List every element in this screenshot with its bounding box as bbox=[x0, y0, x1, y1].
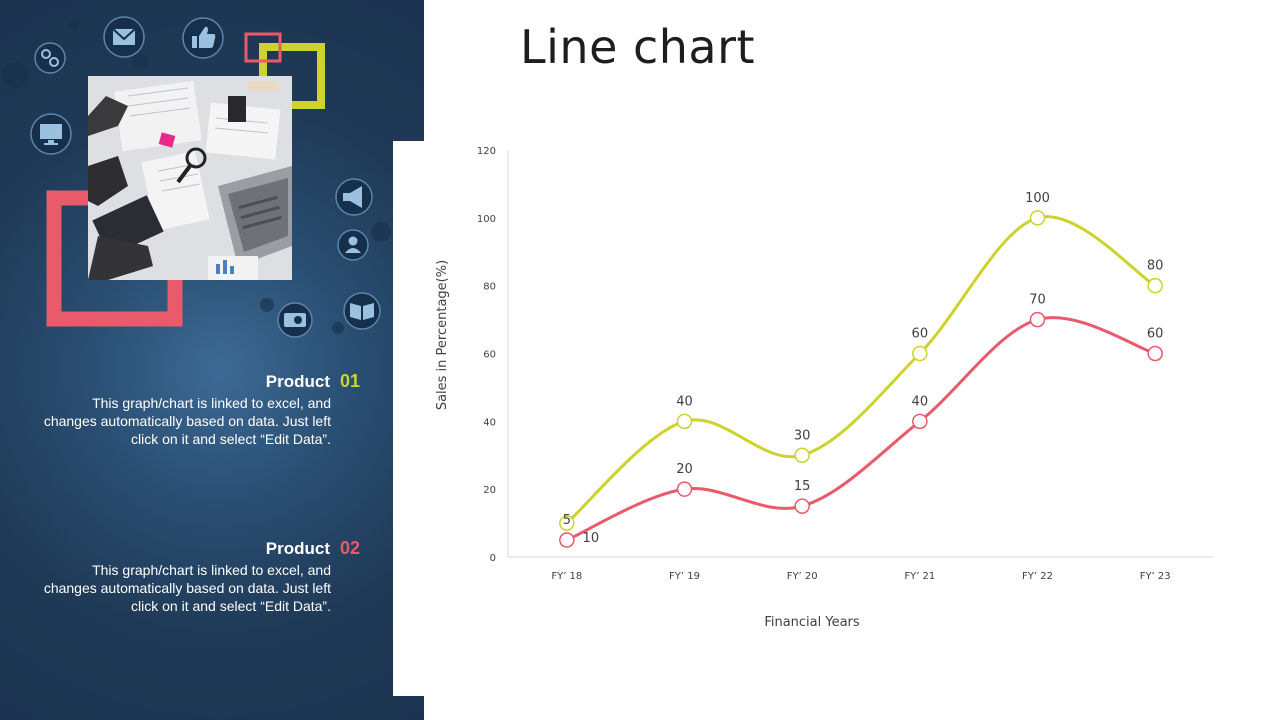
book-icon bbox=[343, 292, 381, 330]
page-title: Line chart bbox=[520, 20, 756, 74]
x-tick-label: FY’ 22 bbox=[1022, 571, 1053, 582]
y-tick-label: 80 bbox=[483, 282, 496, 293]
x-tick-label: FY’ 23 bbox=[1140, 571, 1171, 582]
line-chart[interactable]: 0 20 40 60 80 100 120 FY’ 18 FY’ 19 FY’ 20 FY’ 21 F… bbox=[424, 120, 1244, 640]
data-label: 60 bbox=[912, 327, 929, 342]
data-point-marker[interactable] bbox=[912, 345, 928, 362]
series-line[interactable] bbox=[565, 215, 1156, 525]
product-number: 01 bbox=[340, 371, 361, 391]
product-block-2: Product 02 This graph/chart is linked to… bbox=[40, 538, 370, 615]
gears-icon bbox=[34, 42, 66, 74]
decor-bubble bbox=[371, 222, 391, 242]
decor-bubble bbox=[332, 322, 344, 334]
x-tick-label: FY’ 20 bbox=[787, 571, 818, 582]
y-tick-label: 40 bbox=[483, 417, 496, 428]
mail-icon bbox=[103, 16, 145, 58]
data-point-marker[interactable] bbox=[794, 447, 810, 463]
data-point-marker[interactable] bbox=[1147, 345, 1163, 362]
data-point-marker[interactable] bbox=[1029, 311, 1046, 328]
product-title: Product bbox=[265, 372, 330, 391]
radio-icon bbox=[277, 302, 313, 338]
chart-card-edge bbox=[393, 141, 433, 696]
data-point-marker[interactable] bbox=[676, 481, 693, 497]
chart-axes: 0 20 40 60 80 100 120 FY’ 18 FY’ 19 FY’ 20 FY’ 21 F… bbox=[477, 146, 1214, 582]
data-point-marker[interactable] bbox=[1029, 210, 1046, 226]
product-description: This graph/chart is linked to excel, and… bbox=[43, 562, 331, 614]
product-number: 02 bbox=[340, 538, 361, 558]
data-label: 40 bbox=[676, 394, 693, 409]
photo-desk-meeting bbox=[88, 76, 292, 280]
x-tick-label: FY’ 21 bbox=[904, 571, 935, 582]
data-point-marker[interactable] bbox=[794, 498, 810, 514]
data-label: 5 bbox=[563, 513, 571, 528]
decor-bubble bbox=[260, 298, 274, 312]
monitor-icon bbox=[30, 113, 72, 155]
person-icon bbox=[337, 229, 369, 261]
y-tick-label: 120 bbox=[477, 146, 496, 157]
decoration-layer bbox=[2, 16, 391, 338]
data-point-marker[interactable] bbox=[559, 532, 575, 548]
data-point-marker[interactable] bbox=[1147, 277, 1163, 294]
series-line[interactable] bbox=[566, 316, 1156, 542]
product-block-1: Product 01 This graph/chart is linked to… bbox=[40, 371, 370, 448]
data-point-marker[interactable] bbox=[676, 413, 693, 430]
megaphone-icon bbox=[335, 178, 373, 216]
x-tick-label: FY’ 19 bbox=[669, 571, 700, 582]
data-label: 80 bbox=[1147, 259, 1164, 274]
data-label: 60 bbox=[1147, 327, 1164, 342]
left-panel: Product 01 This graph/chart is linked to… bbox=[0, 0, 424, 720]
data-label: 10 bbox=[583, 531, 600, 546]
data-point-marker[interactable] bbox=[559, 515, 575, 531]
chart-markers bbox=[559, 210, 1163, 548]
data-point-marker[interactable] bbox=[912, 413, 928, 430]
product-title: Product bbox=[265, 539, 330, 558]
data-label: 30 bbox=[794, 428, 811, 443]
data-label: 20 bbox=[676, 462, 693, 477]
data-label: 15 bbox=[794, 479, 811, 494]
data-label: 40 bbox=[912, 394, 929, 409]
x-axis-title: Financial Years bbox=[764, 615, 860, 630]
decor-bubble bbox=[69, 20, 79, 30]
decor-bubble bbox=[2, 62, 28, 88]
y-tick-label: 20 bbox=[483, 485, 496, 496]
data-label: 70 bbox=[1029, 293, 1046, 308]
y-axis-title: Sales in Percentage(%) bbox=[435, 260, 450, 410]
y-tick-label: 100 bbox=[477, 214, 496, 225]
product-description: This graph/chart is linked to excel, and… bbox=[43, 395, 331, 447]
y-tick-label: 60 bbox=[483, 350, 496, 361]
chart-labels: 10 40 30 60 100 80 5 20 15 40 70 60 bbox=[563, 191, 1164, 546]
data-label: 100 bbox=[1025, 191, 1050, 206]
decor-bubble bbox=[132, 54, 148, 70]
x-tick-label: FY’ 18 bbox=[551, 571, 582, 582]
chart-lines bbox=[565, 215, 1156, 542]
thumbs-up-icon bbox=[182, 17, 224, 59]
y-tick-label: 0 bbox=[490, 553, 496, 564]
